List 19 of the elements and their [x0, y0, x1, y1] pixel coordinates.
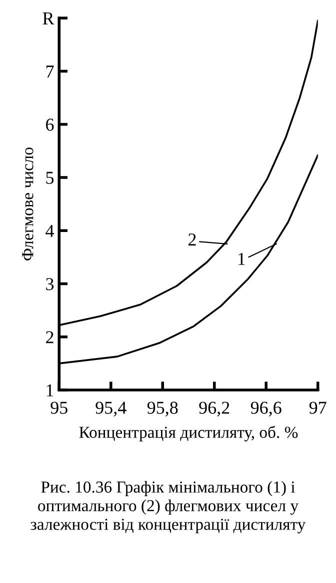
- annotation: 1: [238, 252, 245, 265]
- y-tick-label: 4: [46, 224, 54, 237]
- x-tick-label: 95: [50, 402, 68, 414]
- y-axis-title: Флегмове число: [22, 148, 34, 260]
- y-tick-label: R: [42, 12, 54, 24]
- annotation: 2: [188, 234, 196, 246]
- x-tick-label: 96,2: [199, 402, 230, 416]
- x-tick-label: 97: [309, 402, 326, 414]
- x-tick-label: 96,6: [250, 402, 282, 416]
- y-tick-label: 1: [46, 384, 54, 396]
- y-tick-label: 2: [46, 331, 54, 344]
- x-axis-title: Концентрація дистиляту, об. %: [79, 426, 298, 442]
- y-tick-label: 3: [46, 278, 54, 290]
- y-tick-label: 5: [46, 172, 54, 184]
- y-tick-label: 7: [46, 66, 54, 78]
- x-tick-label: 95,8: [147, 402, 178, 416]
- x-tick-label: 95,4: [96, 402, 126, 416]
- y-tick-label: 6: [46, 118, 54, 131]
- text: Рис. 10.36 Графік мінімального (1) і оптимального (2) флегмових чисел у залежності від концентрації дистиляту: [30, 480, 306, 534]
